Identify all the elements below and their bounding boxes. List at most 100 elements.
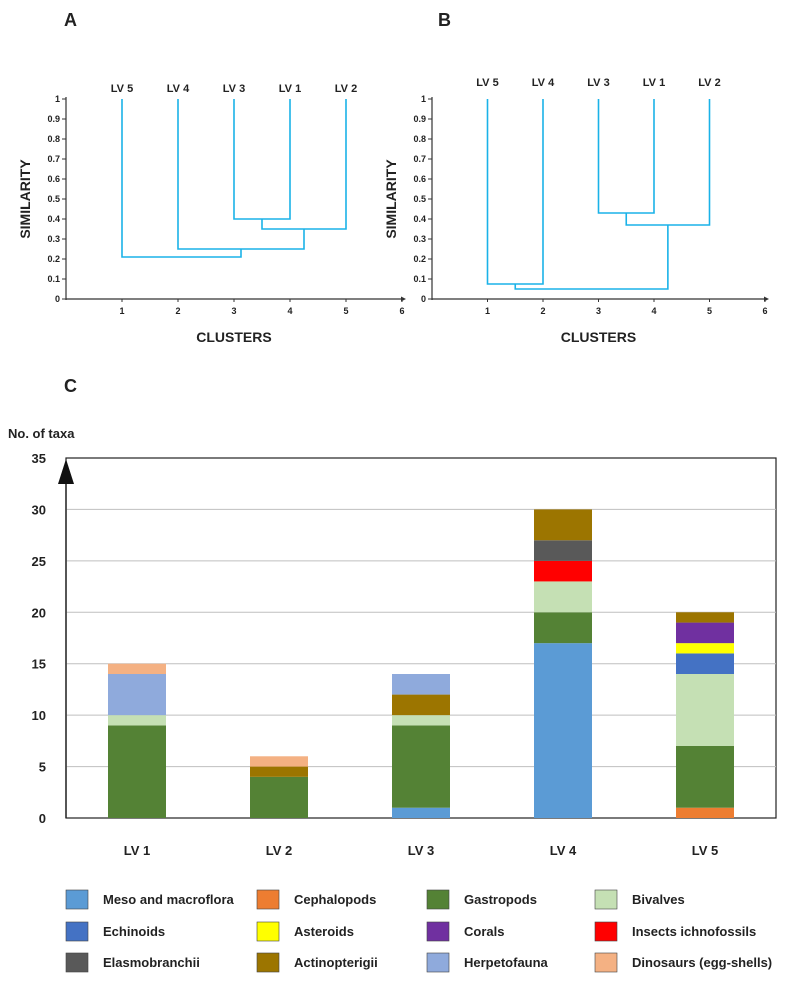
leaf-label: LV 4 [167, 83, 190, 95]
y-tick-label: 0.8 [47, 134, 60, 144]
legend-swatch [426, 889, 450, 910]
bar-segment [534, 560, 592, 582]
y-tick-label: 0.4 [413, 214, 426, 224]
x-tick-label: 5 [707, 306, 712, 316]
y-tick-label: 0.7 [413, 154, 426, 164]
legend-swatch [65, 952, 89, 973]
leaf-label: LV 2 [698, 77, 720, 89]
bar-segment [392, 694, 450, 716]
dendrogram-link [233, 99, 291, 220]
bar-segment [676, 807, 734, 818]
legend-label: Actinopterigii [294, 955, 378, 970]
legend-label: Elasmobranchii [103, 955, 200, 970]
y-tick-label: 35 [32, 451, 46, 466]
y-tick-label: 0.9 [47, 114, 60, 124]
panel-label-b: B [438, 10, 451, 30]
legend-label: Cephalopods [294, 892, 376, 907]
leaf-label: LV 4 [532, 77, 555, 89]
y-tick-label: 30 [32, 502, 46, 517]
dendrogram-link [261, 99, 347, 230]
y-tick-label: 0.1 [413, 274, 426, 284]
x-tick-label: 6 [762, 306, 767, 316]
y-tick-label: 0 [39, 811, 46, 826]
panel-label-c: C [64, 376, 77, 396]
leaf-label: LV 5 [476, 77, 498, 89]
dendrogram-link [486, 99, 544, 285]
y-tick-label: 20 [32, 605, 46, 620]
y-tick-label: 0.5 [413, 194, 426, 204]
legend-label: Meso and macroflora [103, 892, 235, 907]
legend: Meso and macroflora Cephalopods Gastropods… [65, 889, 772, 973]
dendrogram-link [597, 99, 655, 214]
bar-segment [676, 746, 734, 808]
y-tick-label: 0.8 [413, 134, 426, 144]
x-tick-label: 1 [485, 306, 490, 316]
bar-segment [676, 622, 734, 644]
x-category-label: LV 4 [550, 843, 577, 858]
x-category-label: LV 3 [408, 843, 435, 858]
bar-segment [534, 509, 592, 541]
y-tick-label: 0.9 [413, 114, 426, 124]
dendrogram-link [121, 99, 242, 258]
bar-segment [534, 612, 592, 644]
bar-segment [250, 776, 308, 818]
y-tick-label: 0.4 [47, 214, 60, 224]
panel-label-a: A [64, 10, 77, 30]
bar-segment [392, 674, 450, 695]
y-tick-label: 0 [55, 294, 60, 304]
dendrogram-b: 0 0.1 0.2 0.3 0.4 0.5 0.6 0.7 0.8 0.9 1 1 2 3 4 5 6 CLUST… [383, 77, 769, 345]
legend-label: Herpetofauna [464, 955, 549, 970]
x-tick-label: 3 [231, 306, 236, 316]
y-tick-label: 5 [39, 760, 46, 775]
bar-segment [392, 725, 450, 808]
x-tick-label: 1 [119, 306, 124, 316]
bar-segment [108, 725, 166, 818]
y-tick-label: 0.6 [47, 174, 60, 184]
stacked-bar-chart: 0 5 10 15 20 25 30 35 No. of taxa LV 1 LV 2 LV 3 LV … [8, 426, 777, 858]
bar-segment [676, 643, 734, 654]
dendrogram-link [514, 225, 669, 290]
legend-swatch [594, 889, 618, 910]
legend-swatch [426, 952, 450, 973]
bar-segment [108, 674, 166, 716]
leaf-label: LV 5 [111, 83, 133, 95]
bar-segment [250, 766, 308, 777]
legend-swatch [256, 889, 280, 910]
legend-label: Corals [464, 924, 504, 939]
legend-swatch [65, 889, 89, 910]
dendrogram-a: 0 0.1 0.2 0.3 0.4 0.5 0.6 0.7 0.8 0.9 1 1 2 3 4 5 6 CLUST… [17, 83, 406, 345]
y-tick-label: 0.6 [413, 174, 426, 184]
x-tick-label: 2 [175, 306, 180, 316]
x-tick-label: 3 [596, 306, 601, 316]
x-category-label: LV 5 [692, 843, 719, 858]
y-axis-title: SIMILARITY [17, 159, 33, 239]
x-category-label: LV 2 [266, 843, 293, 858]
legend-label: Echinoids [103, 924, 165, 939]
bar-segment [108, 715, 166, 726]
x-axis-title: CLUSTERS [196, 329, 271, 345]
leaf-label: LV 3 [587, 77, 609, 89]
bar-segment [250, 756, 308, 767]
x-category-label: LV 1 [124, 843, 151, 858]
leaf-label: LV 1 [643, 77, 665, 89]
y-tick-label: 25 [32, 554, 46, 569]
bar-segment [676, 674, 734, 746]
y-axis-title: No. of taxa [8, 426, 75, 441]
y-tick-label: 0.1 [47, 274, 60, 284]
x-tick-label: 6 [399, 306, 404, 316]
bar-segment [676, 653, 734, 674]
y-tick-label: 0.7 [47, 154, 60, 164]
bar-segment [534, 581, 592, 613]
y-tick-label: 0.2 [413, 254, 426, 264]
bar-segment [534, 540, 592, 561]
bar-segment [108, 663, 166, 674]
y-tick-label: 10 [32, 708, 46, 723]
legend-label: Insects ichnofossils [632, 924, 756, 939]
legend-label: Dinosaurs (egg-shells) [632, 955, 772, 970]
dendrogram-link [177, 99, 305, 250]
bar-segment [392, 715, 450, 726]
y-tick-label: 0.3 [413, 234, 426, 244]
bar-segment [534, 643, 592, 818]
y-axis-arrowhead [58, 459, 74, 484]
